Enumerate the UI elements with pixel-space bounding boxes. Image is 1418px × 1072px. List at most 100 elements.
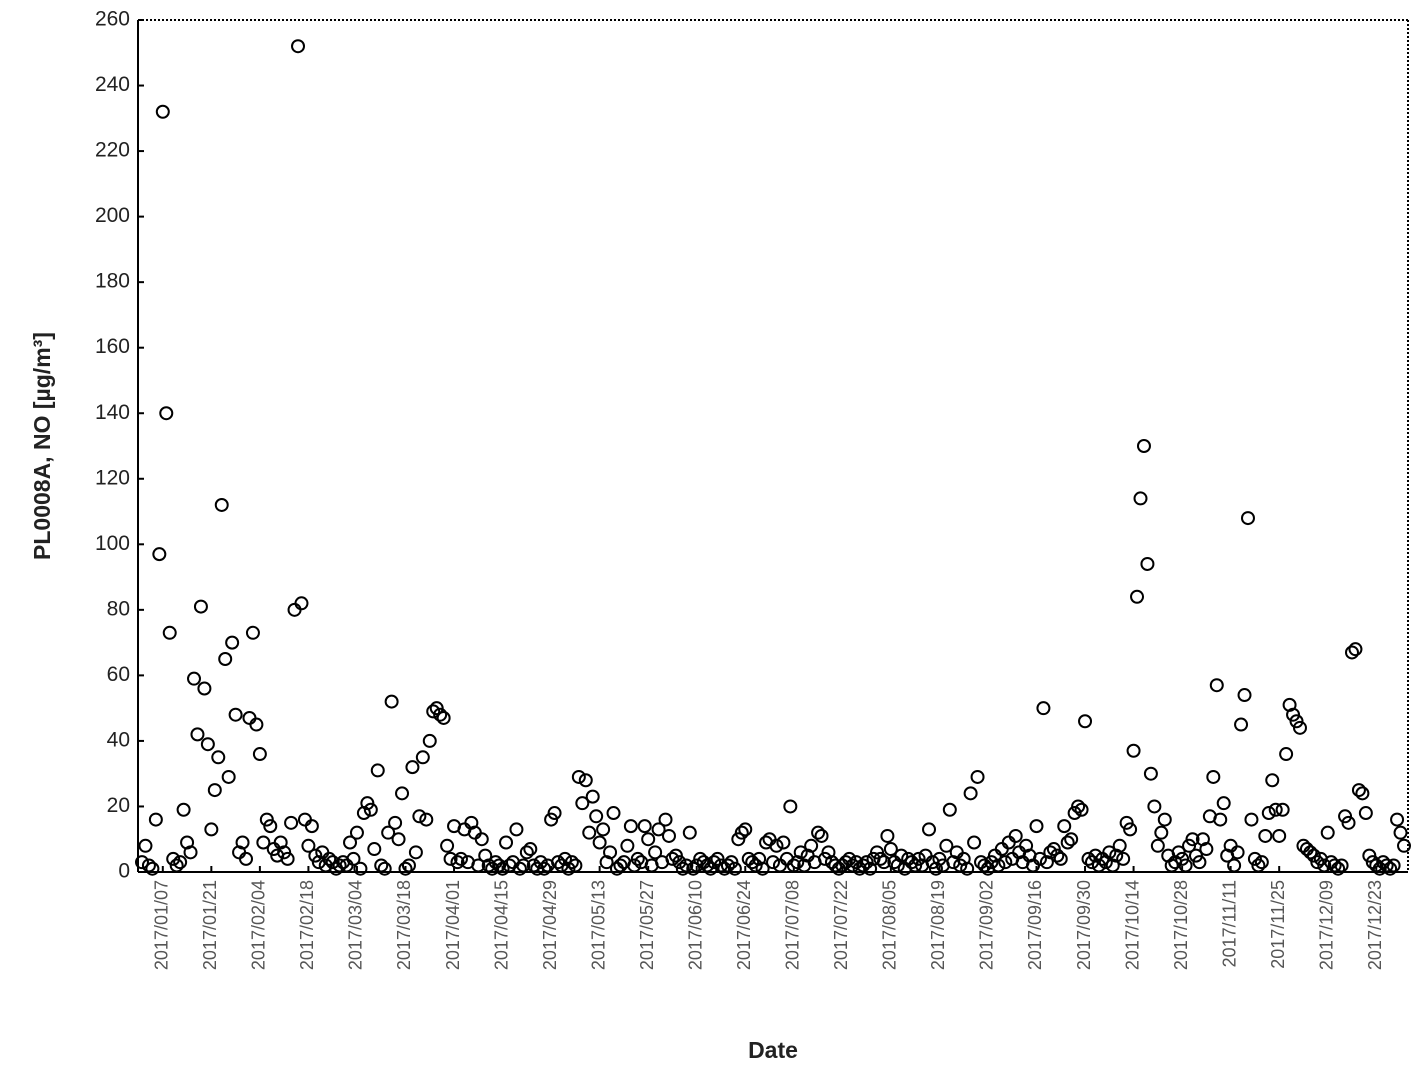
point — [1133, 491, 1148, 506]
point — [1053, 851, 1068, 866]
point — [1393, 825, 1408, 840]
point — [1178, 858, 1193, 873]
x-tick-label: 2017/08/19 — [928, 880, 948, 970]
x-tick-label: 2017/09/02 — [977, 880, 997, 970]
point — [218, 652, 233, 666]
point — [492, 858, 507, 873]
point — [1247, 851, 1262, 866]
point — [499, 835, 514, 850]
point — [1362, 848, 1377, 863]
point — [1029, 819, 1044, 834]
point — [651, 822, 666, 837]
point — [873, 851, 888, 866]
point — [245, 625, 260, 640]
point — [1327, 858, 1342, 873]
point — [551, 855, 566, 870]
point — [408, 845, 423, 860]
point — [280, 851, 295, 866]
point — [297, 812, 312, 827]
point — [1123, 822, 1138, 837]
point — [689, 858, 704, 873]
point — [575, 796, 590, 811]
point — [908, 858, 923, 873]
point — [1112, 838, 1127, 853]
point — [596, 822, 611, 837]
point — [1060, 835, 1075, 850]
point — [672, 855, 687, 870]
y-tick-label: 80 — [107, 597, 130, 620]
point — [190, 727, 205, 742]
x-tick-label: 2017/10/28 — [1171, 880, 1191, 970]
point — [481, 858, 496, 873]
point — [1164, 858, 1179, 873]
point — [1338, 809, 1353, 824]
point — [169, 858, 184, 873]
point — [249, 717, 264, 732]
x-tick-label: 2017/04/15 — [491, 880, 511, 970]
point — [942, 802, 957, 817]
point — [304, 819, 319, 834]
point — [734, 825, 749, 840]
point — [308, 848, 323, 863]
point — [135, 855, 149, 870]
point — [332, 858, 347, 873]
point — [1351, 783, 1366, 798]
point — [1150, 838, 1165, 853]
point — [145, 861, 160, 876]
point — [1289, 714, 1304, 729]
point — [284, 815, 299, 830]
y-tick-label: 100 — [95, 532, 130, 555]
point — [720, 858, 735, 873]
y-tick-label: 240 — [95, 73, 130, 96]
point — [228, 707, 243, 722]
point — [367, 842, 382, 857]
point — [405, 760, 420, 775]
point — [700, 858, 715, 873]
point — [533, 855, 548, 870]
point — [429, 701, 444, 716]
point — [755, 861, 770, 876]
point — [1310, 855, 1325, 870]
point — [637, 819, 652, 834]
point — [1119, 815, 1134, 830]
x-tick-label: 2017/05/13 — [588, 880, 608, 970]
point — [727, 861, 742, 876]
point — [1157, 812, 1172, 827]
point — [1292, 720, 1307, 735]
point — [162, 625, 177, 640]
point — [582, 825, 597, 840]
point — [748, 858, 763, 873]
point — [876, 855, 891, 870]
point — [1355, 786, 1370, 801]
point — [200, 737, 215, 752]
point — [377, 861, 392, 876]
point — [495, 861, 510, 876]
point — [453, 851, 468, 866]
point — [360, 796, 375, 811]
point — [724, 855, 739, 870]
point — [960, 861, 975, 876]
x-tick-label: 2017/12/23 — [1365, 880, 1385, 970]
point — [450, 855, 465, 870]
y-tick-label: 0 — [118, 860, 130, 883]
point — [422, 733, 437, 748]
point — [578, 773, 593, 788]
point — [193, 599, 208, 614]
point — [173, 855, 188, 870]
point — [665, 851, 680, 866]
x-tick-label: 2017/10/14 — [1122, 880, 1142, 970]
point — [1344, 645, 1359, 660]
point — [485, 861, 500, 876]
point — [221, 769, 236, 784]
point — [762, 832, 777, 847]
point — [939, 838, 954, 853]
point — [811, 825, 826, 840]
point — [1390, 812, 1405, 827]
point — [859, 855, 874, 870]
point — [1397, 838, 1411, 853]
point — [561, 861, 576, 876]
point — [1303, 845, 1318, 860]
point — [849, 855, 864, 870]
x-tick-label: 2017/11/11 — [1219, 880, 1239, 967]
